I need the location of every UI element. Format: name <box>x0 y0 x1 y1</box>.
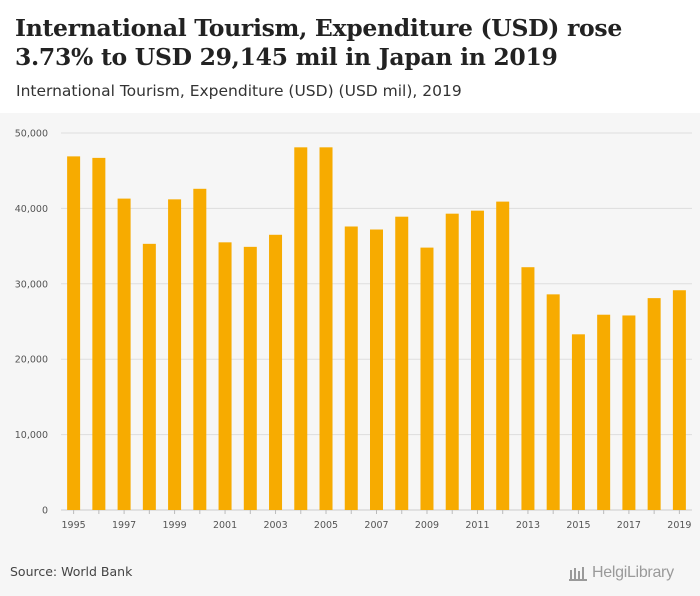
y-tick-label: 50,000 <box>15 129 48 140</box>
bar-2011[interactable] <box>470 210 484 511</box>
x-tick-label: 2017 <box>617 520 641 531</box>
plot-area: 0 10,000 20,000 30,000 40,000 50,000 1995 1997 1… <box>0 113 700 596</box>
x-tick-label: 2001 <box>213 520 237 531</box>
chart-title: International Tourism, Expenditure (USD)… <box>15 14 622 71</box>
bar-2009[interactable] <box>420 247 434 510</box>
y-tick-label: 30,000 <box>15 279 48 290</box>
bar-1997[interactable] <box>117 198 131 510</box>
bar-1995[interactable] <box>67 156 81 510</box>
bar-2017[interactable] <box>622 315 636 510</box>
bar-2013[interactable] <box>521 267 535 510</box>
x-tick-label: 2009 <box>415 520 439 531</box>
x-tick-label: 1997 <box>112 520 136 531</box>
bar-1999[interactable] <box>168 199 182 510</box>
x-tick-label: 2013 <box>516 520 540 531</box>
bar-2003[interactable] <box>269 234 283 510</box>
x-tick-label: 2005 <box>314 520 338 531</box>
bar-2016[interactable] <box>597 314 611 510</box>
bar-2018[interactable] <box>647 298 661 510</box>
y-tick-label: 0 <box>42 506 48 517</box>
x-tick-label: 1995 <box>62 520 86 531</box>
bar-1996[interactable] <box>92 157 106 510</box>
x-tick-label: 2011 <box>465 520 489 531</box>
bar-2012[interactable] <box>496 201 510 510</box>
bar-2019[interactable] <box>672 290 686 510</box>
x-tick-label: 1999 <box>162 520 186 531</box>
bar-2006[interactable] <box>344 226 358 510</box>
bar-2001[interactable] <box>218 242 232 510</box>
bar-2014[interactable] <box>546 294 560 510</box>
bar-chart: 0 10,000 20,000 30,000 40,000 50,000 1995 1997 1… <box>15 129 692 531</box>
bar-2010[interactable] <box>445 213 459 510</box>
helgi-library-logo: HelgiLibrary <box>568 562 674 584</box>
library-icon <box>569 567 587 581</box>
chart-subtitle: International Tourism, Expenditure (USD)… <box>16 82 462 100</box>
bar-2005[interactable] <box>319 147 333 511</box>
y-tick-label: 20,000 <box>15 355 48 366</box>
bar-2000[interactable] <box>193 188 207 510</box>
bar-2002[interactable] <box>243 246 257 510</box>
x-tick-label: 2015 <box>566 520 590 531</box>
bar-2008[interactable] <box>395 216 409 510</box>
y-tick-label: 40,000 <box>15 204 48 215</box>
bar-2015[interactable] <box>571 334 585 510</box>
y-tick-label: 10,000 <box>15 430 48 441</box>
bar-2004[interactable] <box>294 147 308 511</box>
x-tick-label: 2007 <box>364 520 388 531</box>
logo-text: HelgiLibrary <box>592 564 674 581</box>
chart-header: International Tourism, Expenditure (USD)… <box>0 0 700 113</box>
source-note: Source: World Bank <box>10 564 133 579</box>
bar-1998[interactable] <box>142 243 156 510</box>
bar-2007[interactable] <box>370 229 383 510</box>
x-tick-label: 2019 <box>667 520 691 531</box>
x-tick-label: 2003 <box>263 520 287 531</box>
